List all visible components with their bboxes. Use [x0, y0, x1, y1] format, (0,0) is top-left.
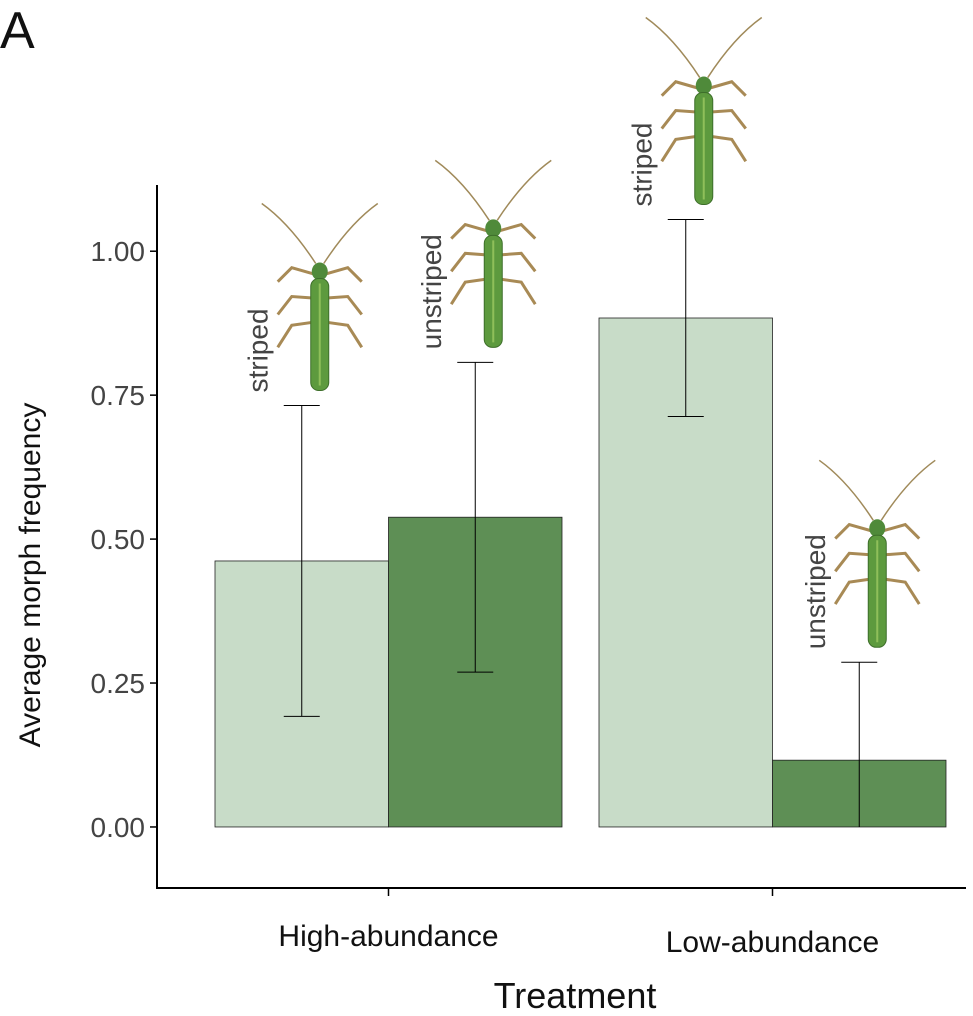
insect-icon	[434, 159, 552, 348]
x-tick-label: High-abundance	[278, 920, 498, 953]
leg	[876, 522, 921, 540]
leg	[492, 222, 537, 240]
antenna	[818, 459, 874, 521]
x-tick-label: Low-abundance	[666, 926, 880, 959]
y-tick-label: 1.00	[91, 236, 146, 267]
insect-icon	[261, 202, 379, 392]
insect-icon	[645, 16, 763, 206]
antenna	[707, 16, 763, 78]
y-axis-label: Average morph frequency	[14, 403, 47, 748]
head	[311, 262, 328, 281]
antenna	[261, 202, 317, 264]
leg	[319, 266, 363, 283]
series-label: unstriped	[800, 534, 831, 649]
y-tick-label: 0.25	[91, 668, 146, 699]
head	[485, 219, 502, 238]
leg	[834, 522, 878, 540]
antenna	[880, 459, 936, 521]
antenna	[645, 16, 701, 78]
antenna	[496, 159, 552, 221]
panel-label: A	[0, 2, 35, 60]
antenna	[434, 159, 490, 221]
leg	[660, 80, 705, 97]
series-label: unstriped	[416, 234, 447, 349]
y-tick-label: 0.75	[91, 380, 146, 411]
series-label: striped	[627, 122, 658, 206]
antenna	[323, 202, 379, 264]
leg	[450, 222, 494, 240]
head	[695, 76, 712, 95]
insect-icon	[818, 459, 936, 648]
y-tick-label: 0.00	[91, 812, 146, 843]
x-axis-label: Treatment	[494, 975, 657, 1016]
head	[869, 519, 886, 538]
series-label: striped	[243, 308, 274, 392]
leg	[703, 80, 747, 97]
y-tick-label: 0.50	[91, 524, 146, 555]
leg	[276, 266, 321, 283]
